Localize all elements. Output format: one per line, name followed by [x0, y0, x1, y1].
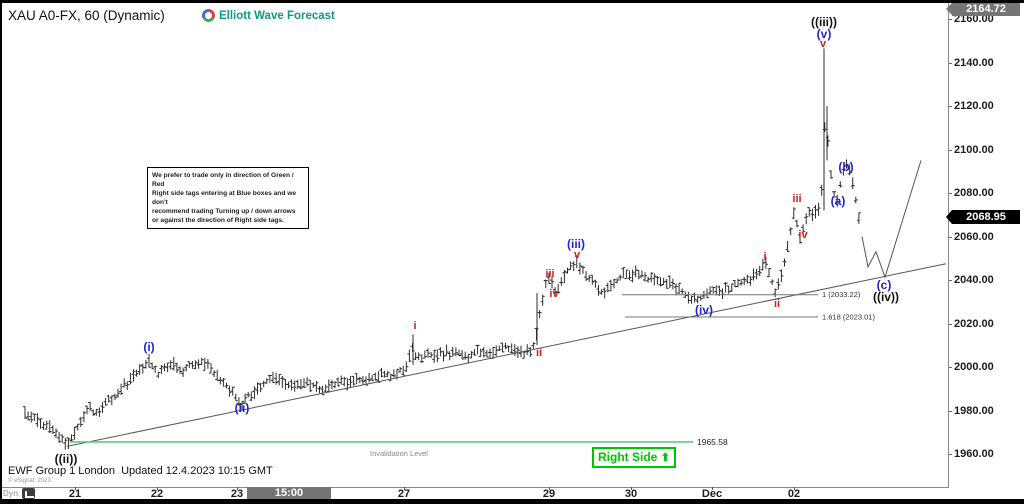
wave-label: (iii) — [567, 237, 585, 251]
price-tick-label: 2160.00 — [954, 13, 994, 25]
wave-label: (c) — [877, 278, 892, 292]
time-tick-label: 29 — [542, 488, 556, 500]
wave-label: (a) — [831, 194, 846, 208]
price-tick-mark — [948, 280, 952, 281]
price-tick-mark — [948, 236, 952, 238]
price-bars — [23, 48, 861, 450]
price-tick-label: 2060.00 — [954, 230, 994, 243]
price-tick-mark — [948, 323, 952, 325]
esignal-copyright: © eSignal, 2023 — [8, 478, 51, 484]
brand: Elliott Wave Forecast — [202, 9, 335, 22]
right-side-tag: Right Side ⬆ — [592, 447, 676, 468]
note-line: Right side tags entering at Blue boxes a… — [152, 190, 296, 206]
price-tick-mark — [948, 106, 952, 107]
price-tick-label: 1960.00 — [954, 448, 994, 460]
price-tick-mark — [948, 193, 952, 194]
time-tick-mark — [404, 487, 405, 490]
wave-label: iii — [545, 268, 554, 280]
invalidation-price-label: 1965.58 — [697, 437, 728, 447]
wave-label: ii — [536, 347, 542, 359]
trade-disclaimer-note: We prefer to trade only in direction of … — [147, 167, 309, 229]
price-tick-mark — [948, 19, 952, 20]
price-tick-mark — [948, 410, 952, 412]
time-tick-mark — [549, 487, 550, 490]
time-tick-label: 22 — [150, 488, 164, 500]
dyn-mode-label: Dyn — [3, 489, 19, 498]
fib-level-label: 1.618 (2023.01) — [822, 313, 875, 322]
high-badge-notch — [946, 3, 952, 15]
wave-label: ((iv)) — [873, 290, 899, 304]
wave-label: i — [413, 320, 416, 332]
wave-label: (i) — [143, 340, 154, 354]
price-tick-label: 2120.00 — [954, 100, 994, 112]
note-line: or against the direction of Right side t… — [152, 217, 284, 224]
time-tick-mark — [157, 487, 158, 490]
price-tick-label: 2000.00 — [954, 361, 994, 373]
invalidation-title: Invalidation Level — [370, 449, 428, 458]
time-axis[interactable]: 21 22 23 27 29 30 Dec 02 — [0, 487, 948, 500]
dyn-chart-icon[interactable] — [22, 488, 35, 499]
price-tick-label: 2020.00 — [954, 317, 994, 330]
wave-label: (v) — [817, 27, 832, 41]
analyst-update-line: EWF Group 1 London Updated 12.4.2023 10:… — [8, 465, 273, 477]
price-tick-mark — [948, 149, 952, 151]
up-arrow-icon: ⬆ — [660, 452, 670, 464]
trendline — [66, 263, 947, 447]
wave-label: iv — [549, 288, 559, 300]
time-tick-mark — [794, 487, 795, 490]
window-border-bottom — [0, 499, 1024, 504]
wave-label: i — [763, 251, 766, 263]
time-tick-label: Dec — [701, 488, 723, 500]
dyn-chart-glyph — [25, 491, 34, 498]
wave-label: ((ii)) — [55, 452, 78, 466]
time-tick-mark — [75, 487, 76, 490]
price-axis[interactable]: 2160.00 2140.00 2120.00 2100.00 2080.00 2060.… — [948, 3, 1024, 499]
wave-label: (iv) — [695, 303, 713, 317]
forecast-path — [861, 160, 922, 279]
price-tick-label: 2040.00 — [954, 274, 994, 286]
wave-label: iii — [792, 193, 801, 205]
price-tick-mark — [948, 367, 952, 368]
time-tick-mark — [631, 487, 632, 490]
wave-label: (b) — [838, 160, 853, 174]
price-tick-label: 2100.00 — [954, 143, 994, 156]
time-tick-label: 21 — [68, 488, 82, 500]
last-price-badge-notch — [946, 210, 952, 224]
elliott-wave-forecast-logo-icon — [202, 9, 215, 22]
wave-label: ii — [774, 298, 780, 310]
window-border-top — [0, 0, 1024, 3]
window-border-left — [0, 0, 2, 504]
time-tick-mark — [237, 487, 238, 490]
wave-label: iv — [798, 229, 808, 241]
wave-label: ((iii)) — [811, 15, 837, 29]
price-tick-label: 1980.00 — [954, 404, 994, 417]
chart-title: XAU A0-FX, 60 (Dynamic) — [8, 8, 165, 23]
time-tick-label: 23 — [230, 488, 244, 500]
plot-right-border — [948, 3, 949, 487]
price-tick-mark — [948, 454, 952, 455]
last-price-badge: 2068.95 — [952, 210, 1020, 224]
time-tick-label: 27 — [397, 488, 411, 500]
wave-labels: ((iii))(v)v(iii)viiiiviii(i)(ii)((ii))(i… — [55, 15, 899, 466]
price-tick-mark — [948, 62, 952, 64]
time-tick-mark — [712, 487, 713, 490]
note-line: We prefer to trade only in direction of … — [152, 172, 294, 188]
time-axis-line — [0, 487, 949, 488]
price-tick-label: 2140.00 — [954, 56, 994, 69]
time-tick-label: 30 — [624, 488, 638, 500]
right-side-tag-label: Right Side — [598, 450, 658, 464]
price-tick-label: 2080.00 — [954, 187, 994, 199]
time-tick-label: 02 — [787, 488, 801, 500]
note-line: recommend trading Turning up / down arro… — [152, 208, 296, 215]
wave-label: (ii) — [235, 401, 250, 415]
wave-label: v — [820, 38, 827, 50]
chart-high-badge: 2164.72 — [952, 3, 1020, 16]
brand-name: Elliott Wave Forecast — [219, 9, 335, 22]
wave-label: v — [574, 249, 581, 261]
fib-level-label: 1 (2033.22) — [822, 290, 861, 299]
